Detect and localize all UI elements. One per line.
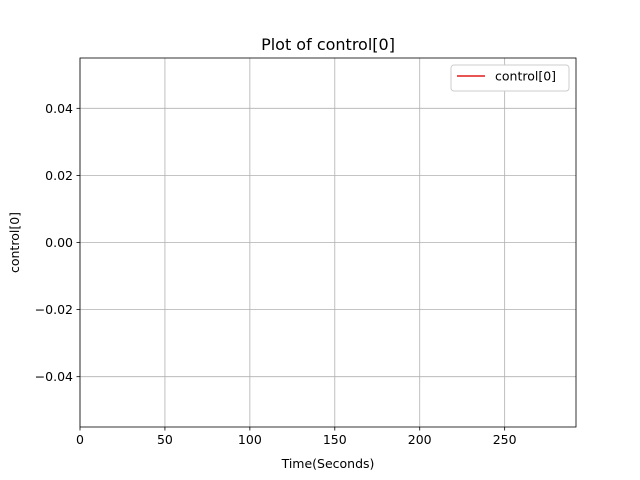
y-tick-label: 0.02 (45, 168, 73, 183)
x-tick-label: 50 (157, 432, 173, 447)
x-axis: 0 50 100 150 200 250 (76, 427, 517, 447)
x-tick-label: 100 (238, 432, 262, 447)
x-axis-label: Time(Seconds) (281, 456, 375, 471)
legend: control[0] (450, 64, 570, 92)
x-tick-label: 250 (493, 432, 517, 447)
x-tick-label: 200 (408, 432, 432, 447)
y-tick-label: −0.04 (35, 369, 73, 384)
x-tick-label: 0 (76, 432, 84, 447)
plot-area (79, 57, 577, 428)
legend-frame (450, 64, 570, 92)
y-tick-label: −0.02 (35, 302, 73, 317)
y-axis-label: control[0] (7, 212, 22, 273)
y-tick-label: 0.00 (45, 235, 73, 250)
x-tick-label: 150 (323, 432, 347, 447)
grid (79, 58, 576, 427)
y-axis: −0.04 −0.02 0.00 0.02 0.04 (35, 101, 80, 384)
y-tick-label: 0.04 (45, 101, 73, 116)
chart-title: Plot of control[0] (261, 35, 395, 54)
legend-label-control-0: control[0] (495, 69, 556, 84)
